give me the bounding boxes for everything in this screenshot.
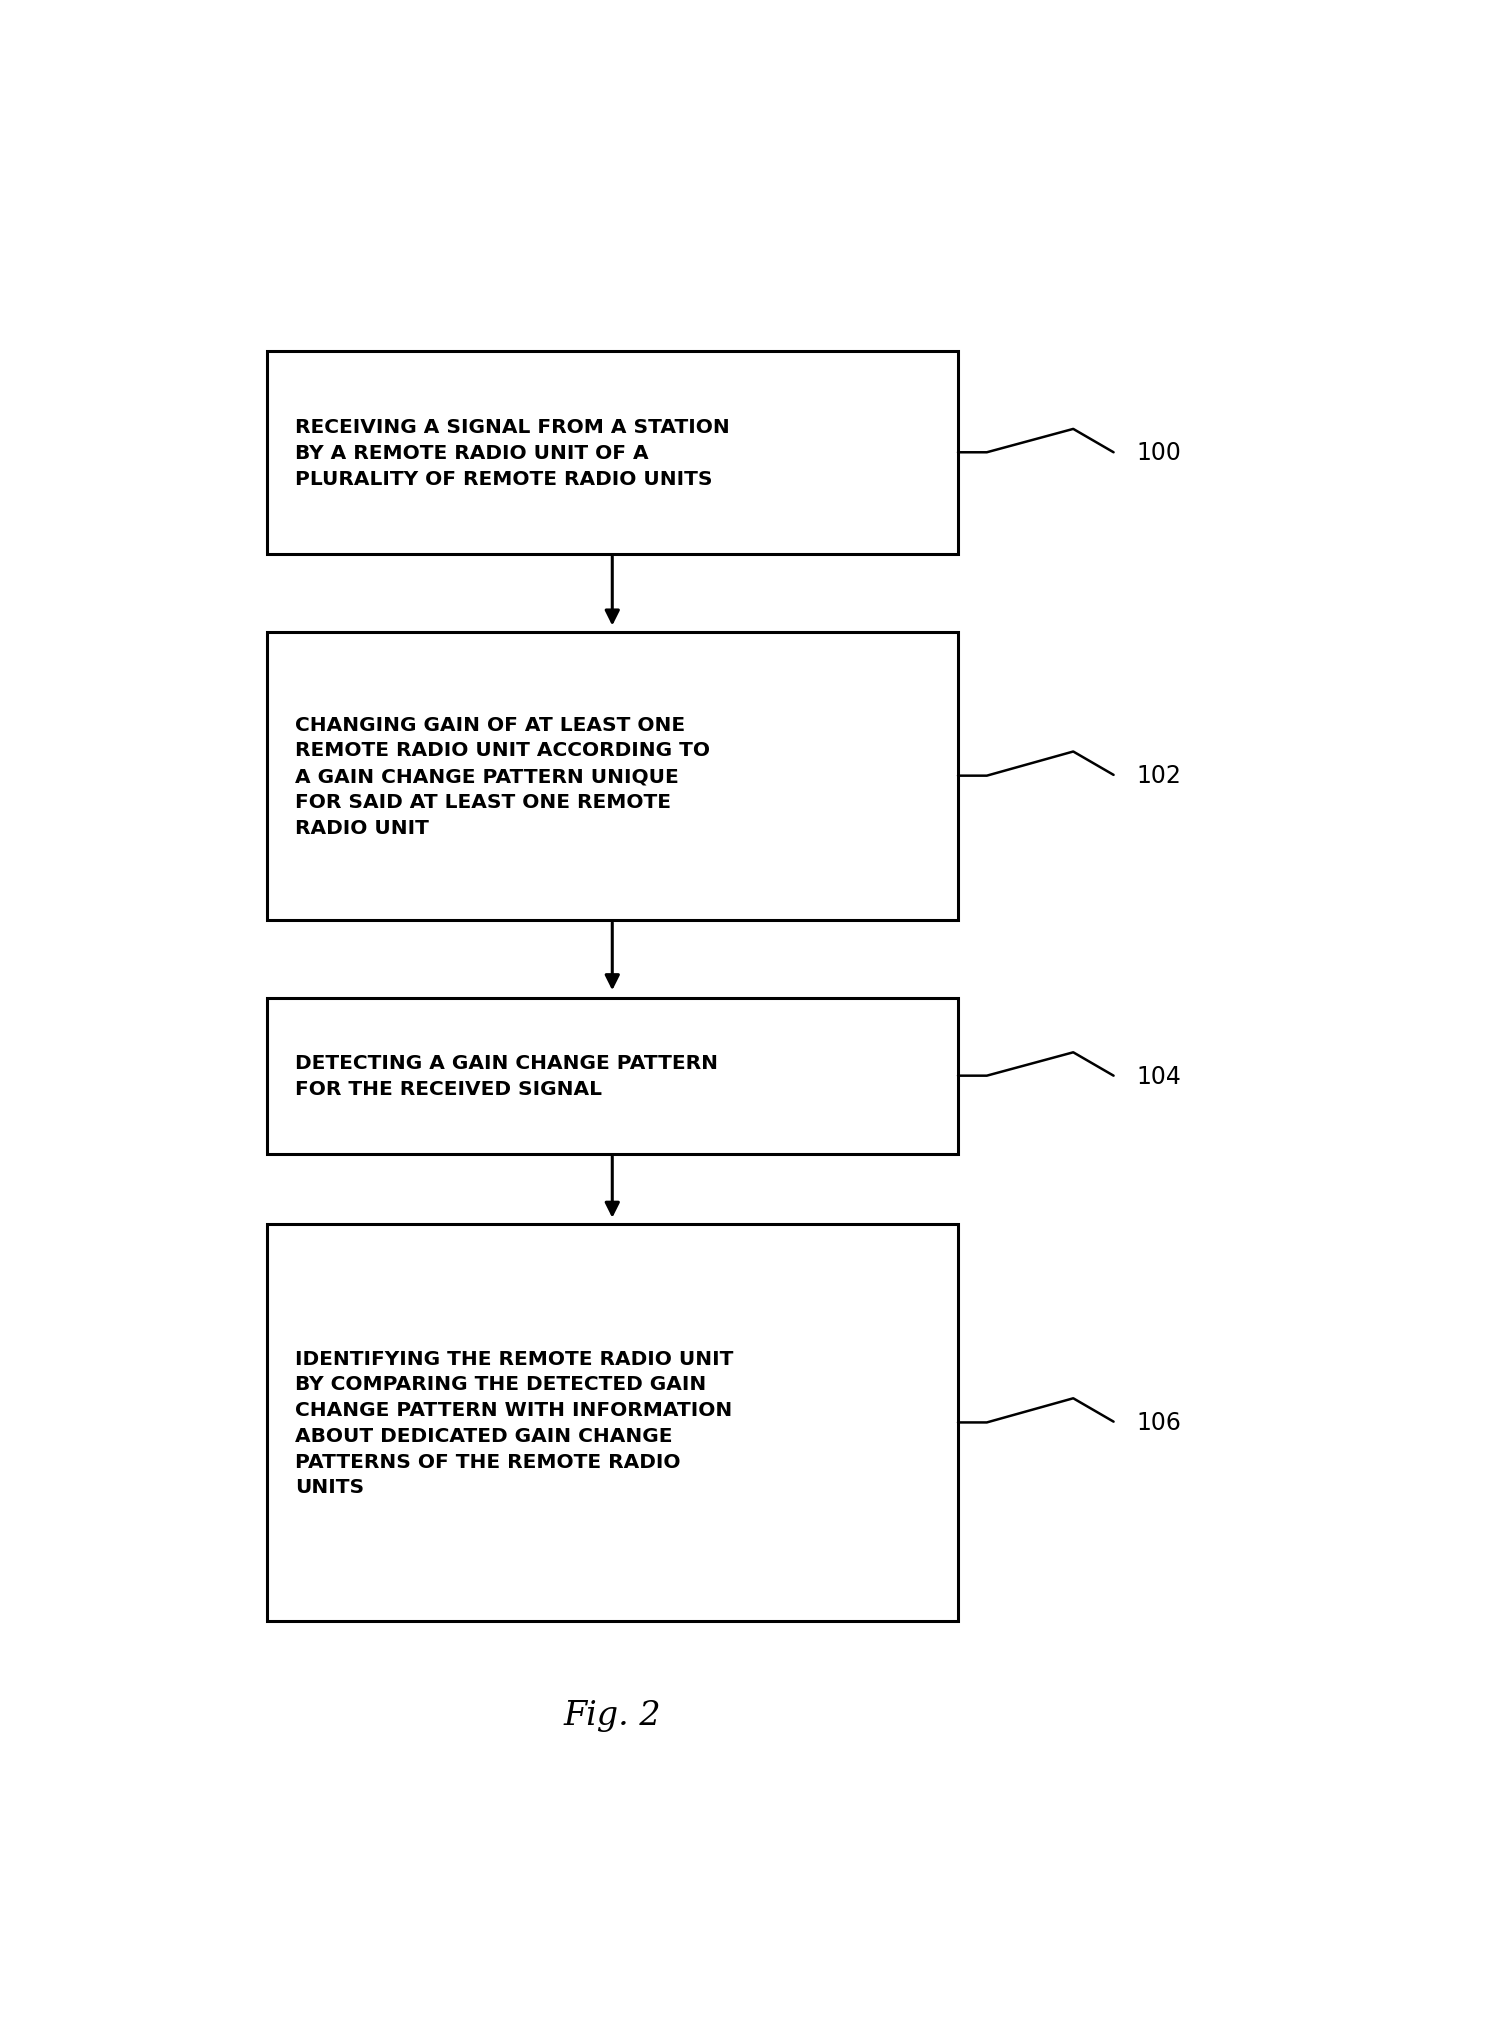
Bar [266,997,958,1153]
Text: 102: 102 [1136,763,1182,787]
Text: IDENTIFYING THE REMOTE RADIO UNIT
BY COMPARING THE DETECTED GAIN
CHANGE PATTERN : IDENTIFYING THE REMOTE RADIO UNIT BY COM… [296,1349,733,1497]
Text: Fig. 2: Fig. 2 [564,1699,662,1732]
Text: CHANGING GAIN OF AT LEAST ONE
REMOTE RADIO UNIT ACCORDING TO
A GAIN CHANGE PATTE: CHANGING GAIN OF AT LEAST ONE REMOTE RAD… [296,716,711,838]
Text: RECEIVING A SIGNAL FROM A STATION
BY A REMOTE RADIO UNIT OF A
PLURALITY OF REMOT: RECEIVING A SIGNAL FROM A STATION BY A R… [296,419,730,488]
Text: 100: 100 [1136,441,1182,465]
Text: DETECTING A GAIN CHANGE PATTERN
FOR THE RECEIVED SIGNAL: DETECTING A GAIN CHANGE PATTERN FOR THE … [296,1054,718,1098]
Text: 104: 104 [1136,1064,1182,1088]
Text: 106: 106 [1136,1410,1182,1434]
Bar [266,352,958,554]
Bar [266,1224,958,1620]
Bar [266,631,958,920]
